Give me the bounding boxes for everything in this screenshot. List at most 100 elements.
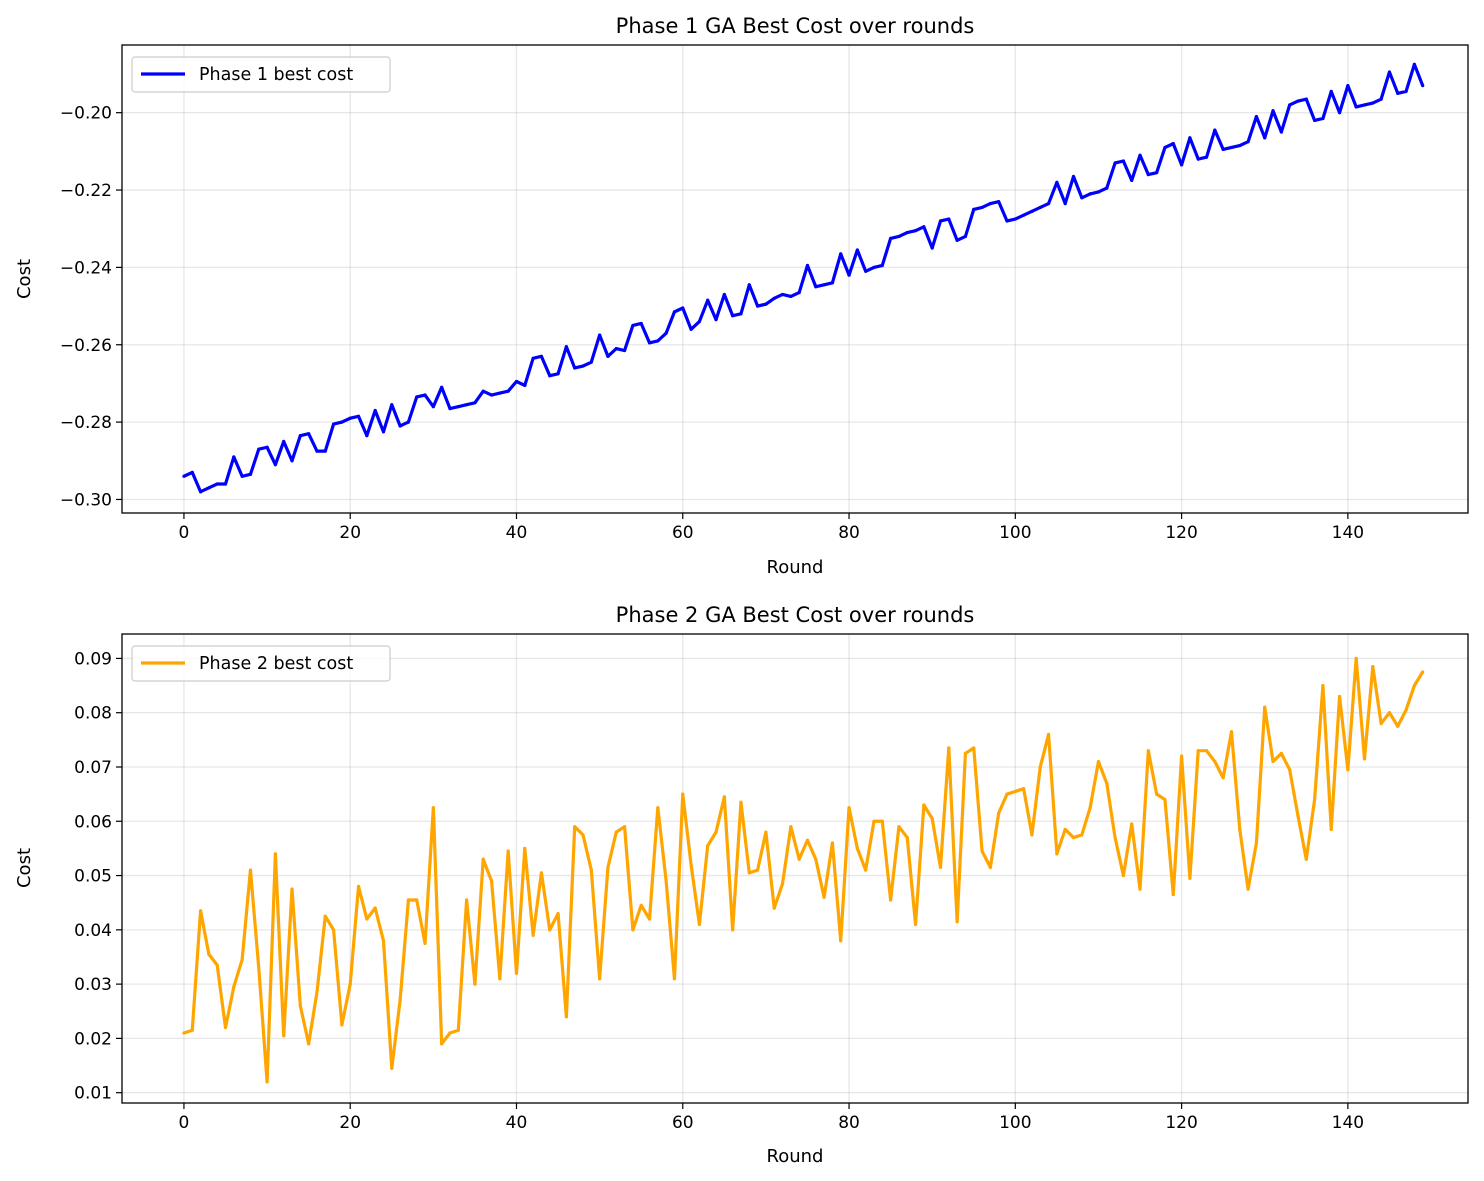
- phase2-data-point: [323, 914, 327, 918]
- phase2-data-point: [1063, 827, 1067, 832]
- phase1-x-tick-label: 100: [999, 523, 1031, 543]
- phase2-data-point: [1038, 765, 1042, 769]
- phase2-data-point: [1254, 841, 1259, 845]
- phase2-data-point: [1379, 721, 1383, 726]
- phase2-data-point: [1030, 833, 1034, 837]
- phase2-y-tick-label: 0.06: [74, 812, 112, 832]
- phase2-data-point: [755, 868, 760, 872]
- phase2-data-point: [448, 1031, 452, 1035]
- phase2-data-point: [1188, 876, 1192, 880]
- phase2-y-tick-label: 0.08: [74, 704, 112, 724]
- phase2-data-point: [506, 849, 510, 853]
- phase2-data-point: [922, 803, 926, 807]
- phase2-data-point: [1130, 822, 1134, 826]
- phase2-legend: Phase 2 best cost: [131, 645, 391, 682]
- phase1-data-point: [1271, 109, 1275, 113]
- phase2-data-point: [1213, 759, 1217, 764]
- phase1-y-tick-label: −0.20: [60, 104, 112, 124]
- phase2-x-tick-label: 140: [1332, 1113, 1364, 1133]
- phase2-data-point: [963, 751, 968, 756]
- phase2-data-point: [1155, 792, 1159, 796]
- phase2-data-point: [872, 819, 876, 823]
- phase1-data-point: [764, 302, 768, 306]
- phase1-data-point: [1105, 186, 1109, 190]
- phase1-data-point: [622, 348, 627, 353]
- phase1-data-point: [947, 217, 951, 221]
- phase1-data-point: [265, 445, 269, 449]
- phase2-data-point: [1362, 757, 1367, 761]
- phase1-data-point: [573, 366, 577, 370]
- phase2-legend-label: Phase 2 best cost: [199, 654, 353, 674]
- phase1-data-point: [1404, 89, 1408, 94]
- phase1-data-point: [938, 219, 943, 223]
- phase1-series-line: [183, 62, 1425, 494]
- phase2-legend-box: [131, 645, 391, 682]
- phase2-data-point: [1421, 670, 1425, 674]
- phase2-x-tick-label: 40: [506, 1113, 528, 1133]
- phase2-data-point: [789, 825, 793, 829]
- phase1-y-tick-label: −0.26: [60, 336, 112, 356]
- phase1-data-point: [980, 205, 984, 210]
- phase2-data-point: [772, 906, 776, 910]
- phase2-data-point: [415, 898, 419, 902]
- phase2-data-point: [1346, 768, 1350, 772]
- phase1-data-point: [997, 200, 1001, 204]
- phase1-data-point: [1346, 84, 1350, 88]
- phase1-data-point: [797, 290, 801, 295]
- phase2-data-point: [431, 806, 435, 810]
- phase1-data-point: [1155, 171, 1159, 175]
- phase1-data-point: [523, 383, 527, 387]
- phase2-data-point: [514, 971, 519, 975]
- phase1-data-point: [689, 327, 693, 331]
- phase1-data-point: [647, 341, 652, 345]
- phase1-data-point: [631, 323, 635, 328]
- phase1-data-point: [1246, 140, 1250, 144]
- phase2-data-point: [739, 800, 743, 804]
- phase1-data-point: [381, 430, 386, 434]
- phase1-data-point: [190, 470, 194, 474]
- phase1-data-point: [531, 356, 535, 360]
- phase2-series-line: [183, 656, 1425, 1084]
- phase2-data-point: [365, 917, 369, 921]
- phase2-data-point: [839, 939, 843, 943]
- phase1-data-point: [506, 389, 510, 393]
- phase1-data-point: [1063, 201, 1067, 206]
- phase2-data-point: [581, 833, 585, 837]
- phase2-data-point: [207, 952, 211, 956]
- phase1-data-point: [988, 201, 992, 206]
- phase1-data-point: [789, 294, 793, 299]
- phase1-data-point: [1046, 201, 1051, 206]
- phase1-data-point: [207, 486, 211, 490]
- phase1-data-point: [1362, 103, 1367, 107]
- phase1-legend-box: [131, 56, 391, 93]
- phase2-data-point: [913, 922, 918, 927]
- phase1-data-point: [672, 310, 677, 314]
- phase1-data-point: [972, 207, 976, 211]
- phase2-data-point: [722, 795, 726, 799]
- phase2-data-point: [1171, 892, 1175, 897]
- phase1-data-point: [1238, 143, 1242, 148]
- phase1-data-point: [1313, 118, 1317, 123]
- phase2-data-point: [805, 838, 810, 842]
- phase1-data-point: [1254, 114, 1259, 119]
- phase1-data-point: [739, 312, 743, 316]
- phase2-data-point: [664, 879, 668, 883]
- phase2-data-point: [381, 939, 386, 943]
- phase1-data-point: [614, 347, 618, 351]
- phase1-data-point: [731, 314, 735, 318]
- phase2-data-point: [1313, 797, 1317, 802]
- phase2-data-point: [498, 977, 502, 981]
- phase1-data-point: [1038, 205, 1042, 210]
- phase2-y-tick-label: 0.03: [74, 975, 112, 995]
- phase1-data-point: [697, 319, 701, 324]
- phase2-data-point: [1246, 887, 1250, 891]
- phase1-data-point: [1113, 161, 1117, 165]
- phase1-data-point: [897, 234, 901, 239]
- phase1-legend-label: Phase 1 best cost: [199, 65, 353, 85]
- phase2-data-point: [356, 884, 361, 889]
- phase2-data-point: [1321, 683, 1325, 688]
- phase1-data-point: [706, 298, 710, 302]
- phase2-data-point: [564, 1015, 568, 1019]
- phase2-data-point: [548, 928, 552, 932]
- phase2-data-point: [988, 865, 992, 870]
